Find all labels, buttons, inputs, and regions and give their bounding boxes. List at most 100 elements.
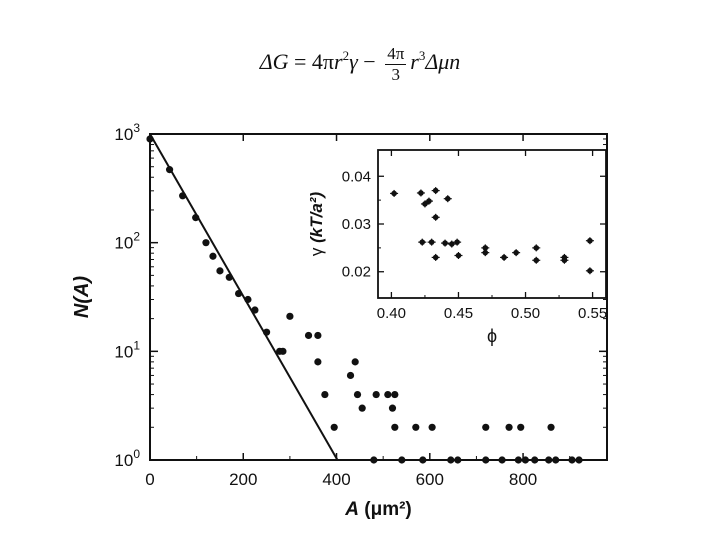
main-data-point bbox=[314, 358, 322, 366]
inset-data-point bbox=[454, 252, 463, 260]
inset-marker bbox=[442, 240, 448, 246]
eq-gamma: γ bbox=[349, 49, 358, 75]
eq-tail: Δμn bbox=[425, 49, 461, 75]
inset-marker bbox=[454, 239, 460, 245]
main-data-point bbox=[498, 456, 506, 464]
main-data-point bbox=[179, 192, 187, 200]
main-data-point bbox=[330, 423, 338, 431]
inset-marker bbox=[432, 187, 439, 194]
inset-data-point bbox=[424, 197, 433, 205]
inset-data-point bbox=[431, 187, 440, 195]
inset-marker bbox=[501, 254, 507, 261]
eq-frac-den: 3 bbox=[391, 64, 400, 84]
inset-marker bbox=[561, 257, 568, 264]
main-data-point bbox=[398, 456, 406, 464]
inset-marker bbox=[587, 237, 593, 244]
main-data-point bbox=[384, 390, 392, 399]
main-plot-frame bbox=[149, 133, 608, 461]
eq-frac-num: 4π bbox=[385, 44, 407, 65]
inset-marker bbox=[432, 214, 439, 221]
inset-marker bbox=[455, 252, 462, 259]
main-data-point bbox=[370, 456, 378, 464]
inset-x-tick-label: 0.40 bbox=[377, 305, 406, 322]
inset-data-point bbox=[431, 253, 440, 261]
inset-marker bbox=[419, 239, 426, 245]
inset-data-point bbox=[431, 213, 440, 221]
main-y-tick-label: 102 bbox=[114, 230, 140, 253]
eq-fraction: 4π 3 bbox=[385, 44, 407, 84]
inset-x-tick-label: 0.55 bbox=[578, 305, 607, 322]
main-data-point bbox=[286, 312, 294, 320]
main-data-point bbox=[505, 423, 513, 431]
main-data-point bbox=[279, 347, 287, 355]
inset-x-tick-label: 0.50 bbox=[511, 305, 540, 322]
inset-data-point bbox=[532, 244, 541, 252]
main-y-tick-label: 103 bbox=[114, 121, 140, 144]
main-data-point bbox=[216, 267, 224, 275]
eq-r1: r bbox=[334, 49, 343, 75]
main-data-point bbox=[547, 423, 555, 431]
main-data-point bbox=[235, 289, 243, 298]
inset-marker bbox=[391, 190, 397, 197]
inset-x-tick-label: 0.45 bbox=[444, 305, 473, 322]
main-data-point bbox=[391, 390, 399, 399]
inset-data-point bbox=[500, 253, 509, 261]
inset-marker bbox=[482, 245, 489, 251]
main-data-point bbox=[454, 456, 462, 464]
main-data-point bbox=[351, 358, 359, 366]
main-data-point bbox=[244, 295, 252, 304]
inset-data-point bbox=[585, 267, 594, 275]
main-data-point bbox=[192, 214, 200, 222]
main-data-point bbox=[225, 273, 233, 281]
main-data-point bbox=[358, 404, 366, 412]
eq-lhs: ΔG bbox=[259, 49, 289, 75]
inset-marker bbox=[444, 195, 451, 202]
main-data-point bbox=[346, 371, 355, 380]
inset-data-point bbox=[532, 256, 541, 264]
main-x-tick-label: 0 bbox=[145, 470, 154, 489]
main-data-point bbox=[419, 456, 427, 464]
main-x-tick-label: 200 bbox=[229, 470, 257, 489]
main-data-point bbox=[521, 456, 529, 464]
main-data-point bbox=[372, 390, 380, 399]
main-data-point bbox=[531, 456, 539, 464]
inset-marker bbox=[533, 245, 540, 251]
eq-coef1: 4π bbox=[311, 49, 335, 75]
main-data-point bbox=[209, 252, 217, 260]
eq-equals: = bbox=[294, 49, 307, 75]
main-y-tick-label: 100 bbox=[114, 447, 140, 470]
main-data-point bbox=[202, 239, 210, 247]
main-data-point bbox=[388, 404, 397, 412]
inset-x-axis-label: ϕ bbox=[487, 326, 497, 346]
inset-marker bbox=[482, 249, 489, 256]
inset-data-point bbox=[427, 238, 436, 246]
inset-data-point bbox=[441, 239, 450, 247]
inset-plot: 0.40 0.45 0.50 0.55 0.02 0.03 0.04 ϕ γ (kT/a²) bbox=[307, 149, 607, 346]
main-x-tick-label: 800 bbox=[509, 470, 537, 489]
inset-marker bbox=[428, 239, 435, 245]
main-x-tick-label: 400 bbox=[322, 470, 350, 489]
main-data-point bbox=[482, 456, 490, 464]
inset-data-point bbox=[560, 256, 569, 264]
main-data-point bbox=[304, 331, 313, 340]
inset-data-point bbox=[481, 249, 490, 257]
main-data-point bbox=[314, 331, 322, 340]
inset-data-point bbox=[453, 238, 462, 246]
eq-exp2: 3 bbox=[418, 48, 426, 64]
equation: ΔG = 4πr2γ − 4π 3 r3Δμn bbox=[0, 44, 720, 84]
inset-y-tick-label: 0.02 bbox=[342, 264, 371, 281]
main-plot: 0 200 400 600 800 100 101 102 103 A (μm²) N(A) bbox=[71, 121, 608, 520]
inset-data-point bbox=[416, 189, 425, 197]
eq-r2: r bbox=[410, 49, 419, 75]
main-data-point bbox=[428, 423, 436, 431]
main-data-point bbox=[146, 135, 154, 143]
main-data-point bbox=[321, 390, 329, 399]
main-data-point bbox=[482, 423, 490, 431]
main-data-point bbox=[517, 423, 525, 431]
inset-marker bbox=[422, 201, 428, 207]
main-y-axis-label: N(A) bbox=[71, 276, 93, 319]
inset-marker bbox=[426, 198, 432, 204]
main-y-tick-label: 101 bbox=[114, 338, 140, 361]
main-data-point bbox=[568, 456, 576, 464]
main-data-point bbox=[447, 456, 455, 464]
